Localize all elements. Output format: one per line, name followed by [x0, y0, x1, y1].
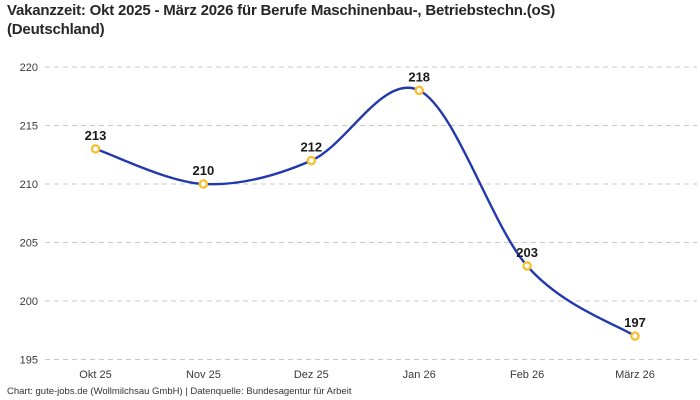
- x-axis-tick-label: Nov 25: [186, 369, 221, 381]
- data-point-marker: [414, 85, 424, 96]
- data-point-marker: [90, 144, 101, 154]
- x-axis-tick-label: Jan 26: [403, 369, 436, 381]
- y-axis-tick-label: 220: [20, 62, 38, 74]
- data-point-marker: [522, 261, 532, 271]
- x-axis-tick-label: Feb 26: [510, 369, 544, 381]
- chart-title-line1: Vakanzzeit: Okt 2025 - März 2026 für Ber…: [7, 2, 556, 19]
- chart-title: Vakanzzeit: Okt 2025 - März 2026 für Ber…: [7, 1, 567, 39]
- data-point-marker: [198, 179, 209, 189]
- x-axis-tick-label: Dez 25: [294, 369, 329, 381]
- y-axis-tick-label: 200: [20, 296, 38, 308]
- data-point-label: 212: [300, 140, 322, 155]
- trend-line: [94, 86, 637, 338]
- x-axis-tick-label: März 26: [615, 369, 655, 381]
- data-point-label: 218: [408, 69, 430, 84]
- data-point-marker: [306, 155, 317, 166]
- chart-credit: Chart: gute-jobs.de (Wollmilchsau GmbH) …: [7, 386, 352, 397]
- y-axis-tick-label: 195: [20, 355, 38, 367]
- data-point-label: 213: [85, 128, 107, 143]
- data-point-marker: [630, 331, 640, 341]
- data-point-label: 210: [193, 163, 215, 178]
- y-axis-tick-label: 210: [20, 179, 38, 191]
- y-axis-tick-label: 205: [20, 238, 38, 250]
- data-point-label: 203: [516, 245, 538, 260]
- data-point-label: 197: [624, 315, 646, 330]
- chart-title-line2: (Deutschland): [7, 21, 105, 38]
- y-axis-tick-label: 215: [20, 121, 38, 133]
- x-axis-tick-label: Okt 25: [79, 369, 111, 381]
